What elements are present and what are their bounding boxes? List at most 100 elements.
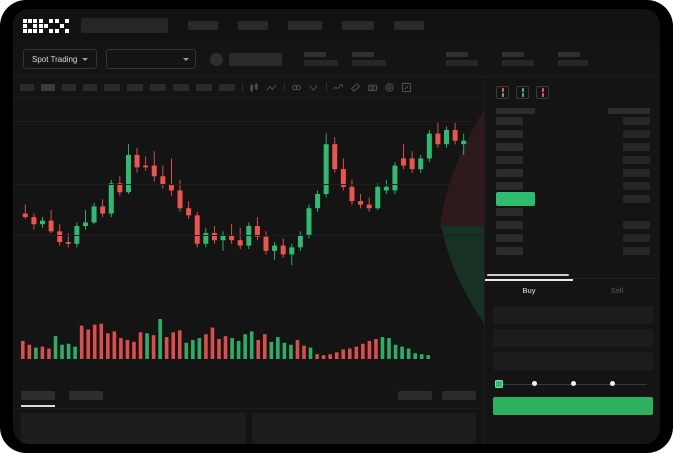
timeframe-button-2[interactable] [41,83,55,91]
okx-logo-icon[interactable] [23,18,69,33]
orderbook-size [623,246,650,255]
volume-bar [184,342,189,359]
candle-body [160,176,166,186]
amount-percent-slider[interactable] [495,379,651,389]
order-book[interactable] [485,77,660,278]
slider-tick-75[interactable] [610,381,615,386]
orderbook-row-bid[interactable] [485,218,660,231]
orderbook-asks-icon[interactable] [536,86,549,99]
candlestick-chart-icon[interactable] [249,82,260,93]
bottom-panel-1[interactable] [21,413,246,444]
slider-tick-25[interactable] [532,381,537,386]
orders-tab-1[interactable] [21,391,55,407]
orderbook-mode-stack [521,88,524,97]
volume-bar [367,340,372,359]
orderbook-price [496,220,523,229]
volume-bar [66,343,71,359]
orderbook-row-bid[interactable] [485,231,660,244]
nav-item-2[interactable] [238,21,268,30]
timeframe-button-6[interactable] [127,83,143,91]
orders-action-button-2[interactable] [442,391,476,400]
timeframe-button-3[interactable] [62,83,76,91]
ruler-icon[interactable] [350,82,361,93]
timeframe-button-9[interactable] [196,83,212,91]
slider-handle[interactable] [495,380,503,388]
orderbook-row-ask[interactable] [485,153,660,166]
tab-buy[interactable]: Buy [485,279,573,301]
volume-bar [210,327,215,359]
orderbook-price [496,191,535,206]
nav-item-5[interactable] [394,21,424,30]
trading-pair-dropdown[interactable] [106,49,197,69]
chevron-down-icon [183,57,190,61]
gear-icon[interactable] [384,82,395,93]
candle-body [74,226,80,244]
stat-label [502,52,525,57]
orderbook-both-icon[interactable] [496,86,509,99]
candle-body [366,204,372,209]
depth-chart-icon[interactable] [333,82,344,93]
timeframe-button-4[interactable] [83,83,97,91]
orderbook-row-bid[interactable] [485,205,660,218]
candle-body [452,130,458,141]
orderbook-row-ask[interactable] [485,166,660,179]
orderbook-row-ask[interactable] [485,140,660,153]
volume-bar [269,341,274,359]
order-field-1[interactable] [493,306,653,324]
orders-tabs [21,391,103,407]
orderbook-row-ask[interactable] [485,179,660,192]
depth-bid-area [437,226,484,328]
volume-bar [47,348,51,359]
place-order-button[interactable] [493,397,653,415]
volume-bar [223,336,228,359]
fullscreen-icon[interactable] [401,82,412,93]
line-chart-icon[interactable] [266,82,277,93]
order-field-3[interactable] [493,352,653,370]
price-chart[interactable] [13,98,484,383]
orderbook-scrollbar[interactable] [487,274,569,276]
volume-bar [86,329,90,359]
timeframe-button-1[interactable] [20,83,34,91]
orderbook-bids-icon[interactable] [516,86,529,99]
nav-item-4[interactable] [342,21,374,30]
timeframe-button-7[interactable] [150,83,166,91]
volume-bar [177,330,182,359]
volume-bar [171,332,176,359]
volume-bar [243,334,247,359]
volume-bar [341,349,346,359]
search-input[interactable] [81,18,168,33]
camera-icon[interactable] [367,82,378,93]
nav-item-3[interactable] [288,21,322,30]
chart-gridline [13,235,484,236]
orderbook-row-spread[interactable] [485,191,660,206]
order-field-2[interactable] [493,329,653,347]
volume-bar [125,339,130,359]
timeframe-button-5[interactable] [104,83,120,91]
orderbook-size [623,116,650,125]
nav-item-1[interactable] [188,21,218,30]
orderbook-row-ask[interactable] [485,114,660,127]
candle-body [401,158,407,166]
slider-tick-50[interactable] [571,381,576,386]
volume-bar [413,353,417,359]
bottom-panels [13,413,484,444]
volume-bar [289,344,293,359]
timeframe-button-10[interactable] [219,83,235,91]
orderbook-rows [485,114,660,257]
candle-body [48,220,54,232]
chart-settings-icon[interactable] [308,82,319,93]
volume-bar [164,337,169,359]
spot-trading-dropdown[interactable]: Spot Trading [23,49,98,69]
orders-action-button-1[interactable] [398,391,432,400]
tab-sell[interactable]: Sell [610,285,624,295]
bottom-panel-2[interactable] [251,413,476,444]
indicators-icon[interactable] [291,82,302,93]
volume-bar [361,343,365,359]
orderbook-row-bid[interactable] [485,244,660,257]
orders-tab-2[interactable] [69,391,103,400]
orderbook-size [623,129,650,138]
orderbook-row-ask[interactable] [485,127,660,140]
volume-bar [21,340,25,359]
timeframe-button-8[interactable] [173,83,189,91]
candlestick-series [22,122,467,266]
